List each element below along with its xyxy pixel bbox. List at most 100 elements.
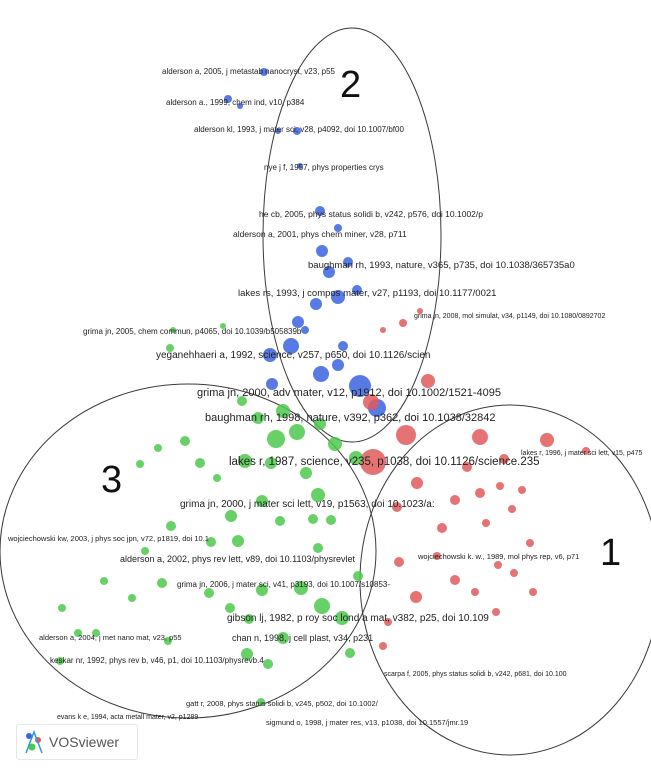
network-node-cluster-2[interactable] — [331, 290, 345, 304]
network-node-cluster-3[interactable] — [263, 659, 273, 669]
vosviewer-logo[interactable]: VOSviewer — [16, 724, 138, 760]
network-node-cluster-3[interactable] — [92, 629, 100, 637]
item-label[interactable]: wojciechowski kw, 2003, j phys soc jpn, … — [7, 534, 209, 543]
network-node-cluster-3[interactable] — [206, 537, 216, 547]
item-label[interactable]: keskar nr, 1992, phys rev b, v46, p1, do… — [50, 656, 264, 665]
item-label[interactable]: alderson a, 2001, phys chem miner, v28, … — [233, 229, 407, 239]
network-node-cluster-2[interactable] — [352, 285, 362, 295]
network-node-cluster-1[interactable] — [396, 425, 416, 445]
network-node-cluster-2[interactable] — [313, 366, 329, 382]
network-node-cluster-1[interactable] — [384, 618, 392, 626]
item-label[interactable]: sigmund o, 1998, j mater res, v13, p1038… — [266, 718, 468, 727]
network-node-cluster-3[interactable] — [58, 604, 66, 612]
network-node-cluster-3[interactable] — [326, 515, 336, 525]
network-node-cluster-3[interactable] — [180, 436, 190, 446]
network-node-cluster-3[interactable] — [136, 460, 144, 468]
network-node-cluster-3[interactable] — [256, 495, 268, 507]
network-node-cluster-2[interactable] — [349, 375, 371, 397]
network-node-cluster-3[interactable] — [289, 424, 305, 440]
network-node-cluster-3[interactable] — [157, 578, 167, 588]
item-label[interactable]: he cb, 2005, phys status solidi b, v242,… — [259, 209, 483, 219]
network-node-cluster-1[interactable] — [379, 642, 387, 650]
network-node-cluster-3[interactable] — [335, 611, 349, 625]
network-node-cluster-2[interactable] — [332, 359, 344, 371]
network-node-cluster-1[interactable] — [399, 319, 407, 327]
item-label[interactable]: grima jn, 2000, j mater sci lett, v19, p… — [180, 499, 435, 510]
network-node-cluster-1[interactable] — [518, 486, 526, 494]
network-node-cluster-1[interactable] — [499, 454, 509, 464]
network-node-cluster-1[interactable] — [472, 429, 488, 445]
network-node-cluster-1[interactable] — [471, 588, 479, 596]
network-node-cluster-2[interactable] — [297, 163, 303, 169]
network-node-cluster-3[interactable] — [225, 603, 235, 613]
network-node-cluster-1[interactable] — [450, 575, 460, 585]
network-node-cluster-3[interactable] — [166, 344, 174, 352]
network-node-cluster-3[interactable] — [256, 584, 268, 596]
item-label[interactable]: baughman rh, 1998, nature, v392, p362, d… — [205, 412, 496, 424]
network-node-cluster-3[interactable] — [141, 547, 149, 555]
network-node-cluster-2[interactable] — [224, 95, 232, 103]
network-node-cluster-3[interactable] — [313, 543, 323, 553]
network-node-cluster-3[interactable] — [314, 598, 330, 614]
network-node-cluster-2[interactable] — [334, 224, 342, 232]
network-node-cluster-3[interactable] — [232, 535, 244, 547]
network-node-cluster-3[interactable] — [164, 637, 172, 645]
item-label[interactable]: alderson a, 2005, j metastab nanocryst, … — [162, 67, 336, 76]
network-node-cluster-3[interactable] — [225, 510, 237, 522]
network-node-cluster-3[interactable] — [238, 454, 252, 468]
network-node-cluster-1[interactable] — [492, 608, 500, 616]
network-node-cluster-3[interactable] — [100, 577, 108, 585]
network-node-cluster-3[interactable] — [267, 430, 285, 448]
item-label[interactable]: lakes rs, 1993, j compos mater, v27, p11… — [238, 288, 496, 299]
network-node-cluster-3[interactable] — [275, 516, 285, 526]
network-node-cluster-3[interactable] — [170, 327, 176, 333]
network-node-cluster-2[interactable] — [315, 206, 325, 216]
item-label[interactable]: yeganehhaeri a, 1992, science, v257, p65… — [156, 350, 430, 361]
item-label[interactable]: lakes r, 1987, science, v235, p1038, doi… — [229, 456, 540, 468]
network-node-cluster-1[interactable] — [508, 505, 516, 513]
network-node-cluster-3[interactable] — [314, 418, 326, 430]
network-node-cluster-1[interactable] — [582, 447, 590, 455]
network-node-cluster-2[interactable] — [283, 338, 299, 354]
network-node-cluster-3[interactable] — [128, 594, 136, 602]
network-node-cluster-2[interactable] — [323, 266, 335, 278]
network-node-cluster-1[interactable] — [437, 523, 447, 533]
network-node-cluster-1[interactable] — [540, 433, 554, 447]
network-node-cluster-2[interactable] — [237, 103, 243, 109]
network-node-cluster-1[interactable] — [510, 569, 518, 577]
network-node-cluster-2[interactable] — [263, 348, 277, 362]
network-node-cluster-3[interactable] — [308, 514, 318, 524]
network-node-cluster-1[interactable] — [417, 308, 423, 314]
network-node-cluster-3[interactable] — [311, 488, 325, 502]
item-label[interactable]: gibson lj, 1982, p roy soc lond a mat, v… — [227, 613, 489, 624]
network-node-cluster-3[interactable] — [345, 648, 355, 658]
network-node-cluster-2[interactable] — [310, 298, 322, 310]
network-node-cluster-3[interactable] — [276, 404, 290, 418]
network-node-cluster-1[interactable] — [360, 449, 386, 475]
item-label[interactable]: baughman rh, 1993, nature, v365, p735, d… — [308, 260, 575, 271]
network-node-cluster-3[interactable] — [154, 444, 162, 452]
network-node-cluster-3[interactable] — [252, 412, 264, 424]
network-node-cluster-3[interactable] — [213, 474, 221, 482]
network-node-cluster-2[interactable] — [338, 341, 348, 351]
network-node-cluster-1[interactable] — [450, 495, 460, 505]
network-node-cluster-3[interactable] — [328, 437, 342, 451]
network-node-cluster-2[interactable] — [260, 68, 268, 76]
item-label[interactable]: alderson kl, 1993, j mater sci, v28, p40… — [194, 125, 404, 134]
network-node-cluster-3[interactable] — [265, 457, 277, 469]
network-node-cluster-1[interactable] — [433, 552, 441, 560]
item-label[interactable]: nye j f, 1957, phys properties crys — [264, 163, 384, 172]
network-node-cluster-3[interactable] — [56, 657, 64, 665]
network-node-cluster-1[interactable] — [363, 394, 379, 410]
item-label[interactable]: lakes r, 1996, j mater sci lett, v15, p4… — [521, 450, 643, 457]
network-node-cluster-2[interactable] — [343, 257, 353, 267]
item-label[interactable]: alderson a, 2002, phys rev lett, v89, do… — [120, 554, 355, 564]
item-label[interactable]: evans k e, 1994, acta metall mater, v2, … — [57, 714, 198, 721]
network-node-cluster-3[interactable] — [353, 571, 363, 581]
network-node-cluster-3[interactable] — [220, 323, 226, 329]
network-node-cluster-2[interactable] — [301, 326, 309, 334]
network-node-cluster-1[interactable] — [494, 561, 502, 569]
network-node-cluster-3[interactable] — [241, 648, 253, 660]
